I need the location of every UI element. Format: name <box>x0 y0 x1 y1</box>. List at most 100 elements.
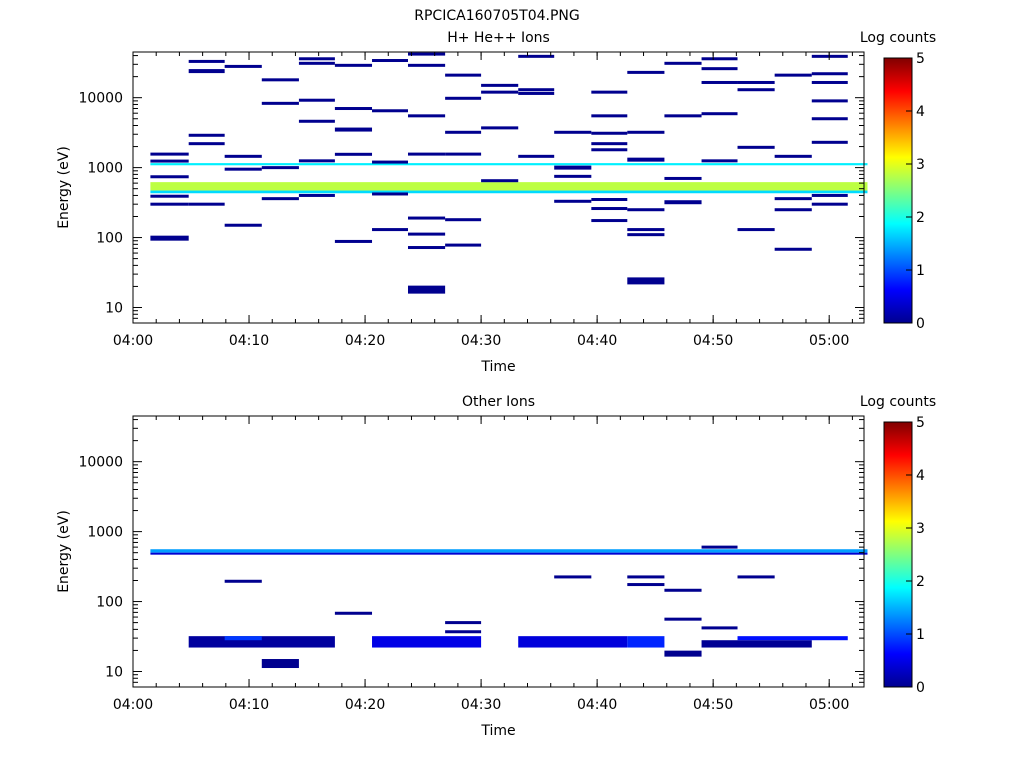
data-band <box>150 182 868 191</box>
data-segment <box>518 88 555 92</box>
colorbar <box>883 421 913 688</box>
colorbar-tick-label: 2 <box>916 574 925 590</box>
data-segment <box>407 216 446 220</box>
data-segment <box>445 152 482 156</box>
data-segment <box>298 193 335 197</box>
colorbar-tick-label: 0 <box>916 316 925 332</box>
data-band <box>701 640 812 648</box>
data-segment <box>627 228 665 232</box>
y-tick-label: 100 <box>96 595 123 611</box>
data-segment <box>224 579 262 583</box>
data-segment <box>664 200 702 205</box>
x-tick-label: 04:40 <box>577 333 617 349</box>
data-segment <box>664 617 702 621</box>
y-tick-label: 1000 <box>87 161 123 177</box>
data-segment <box>298 61 335 65</box>
data-segment <box>150 202 189 206</box>
data-segment <box>372 228 408 232</box>
data-segment <box>518 54 555 58</box>
data-segment <box>774 73 812 77</box>
data-segment <box>774 247 812 251</box>
colorbar-tick-label: 5 <box>916 51 925 67</box>
data-segment <box>627 583 665 587</box>
data-segment <box>627 233 665 237</box>
data-segment <box>774 197 812 201</box>
data-segment <box>774 154 812 158</box>
data-segment <box>372 192 408 196</box>
y-tick-label: 10000 <box>78 91 123 107</box>
data-segment <box>334 63 373 67</box>
panel-h-he-ions: H+ He++ Ions 04:00 04:10 04:20 04:30 04:40 04:… <box>56 30 936 375</box>
panel-title: Other Ions <box>462 394 535 410</box>
data-segment <box>701 57 738 61</box>
data-segment <box>811 99 848 103</box>
data-segment <box>334 239 373 243</box>
data-segment <box>701 80 738 84</box>
data-segment <box>554 130 592 134</box>
data-segment <box>591 207 628 211</box>
data-band <box>372 636 482 648</box>
data-segment <box>627 277 665 285</box>
data-segment <box>627 208 665 212</box>
data-segment <box>298 98 335 102</box>
data-segment <box>664 176 702 180</box>
data-segment <box>737 228 775 232</box>
data-band <box>150 549 868 553</box>
data-segment <box>372 59 408 63</box>
data-segment <box>298 159 335 163</box>
data-segment <box>407 63 446 67</box>
data-segment <box>261 101 299 105</box>
data-segment <box>334 107 373 111</box>
data-segment <box>627 157 665 162</box>
x-axis-label: Time <box>480 359 515 375</box>
data-segment <box>407 285 446 294</box>
colorbar-tick-label: 3 <box>916 157 925 173</box>
colorbar-tick-label: 4 <box>916 468 925 484</box>
data-band <box>150 163 868 166</box>
x-tick-label: 04:00 <box>113 333 153 349</box>
data-segment <box>627 130 665 134</box>
data-segment <box>481 179 519 183</box>
colorbar-tick-label: 5 <box>916 415 925 431</box>
data-segment <box>334 127 373 132</box>
data-segment <box>811 80 848 84</box>
data-segment <box>407 246 446 250</box>
panel-other-ions: Other Ions 04:00 04:10 04:20 04:30 04:40 04:50… <box>56 394 936 739</box>
data-segment <box>188 69 225 74</box>
data-segment <box>298 119 335 123</box>
data-segment <box>188 202 225 206</box>
data-segment <box>261 197 299 201</box>
y-tick-label: 10000 <box>78 455 123 471</box>
x-tick-label: 05:00 <box>809 333 849 349</box>
data-segment <box>407 52 446 56</box>
x-tick-label: 04:50 <box>693 333 733 349</box>
data-segment <box>811 54 848 58</box>
data-segment <box>664 114 702 118</box>
data-segment <box>811 117 848 121</box>
colorbar-tick-label: 1 <box>916 263 925 279</box>
data-segment <box>407 114 446 118</box>
data-segment <box>664 588 702 592</box>
plot-frame <box>132 415 865 688</box>
data-segment <box>664 61 702 65</box>
data-segment <box>445 630 482 634</box>
data-segment <box>372 109 408 113</box>
x-tick-label: 04:20 <box>345 333 385 349</box>
data-segment <box>445 218 482 222</box>
colorbar-tick-label: 4 <box>916 104 925 120</box>
data-segment <box>737 145 775 149</box>
y-axis-label: Energy (eV) <box>56 146 72 229</box>
data-segment <box>591 198 628 202</box>
data-segment <box>591 148 628 152</box>
data-segment <box>372 160 408 164</box>
y-tick-label: 10 <box>105 300 123 316</box>
data-segment <box>224 167 262 171</box>
data-segment <box>554 165 592 170</box>
data-segment <box>445 73 482 77</box>
data-segment <box>261 659 299 669</box>
data-segment <box>554 174 592 178</box>
data-segment <box>737 80 775 84</box>
y-axis-label: Energy (eV) <box>56 510 72 593</box>
data-segment <box>701 112 738 116</box>
colorbar-tick-label: 0 <box>916 680 925 696</box>
